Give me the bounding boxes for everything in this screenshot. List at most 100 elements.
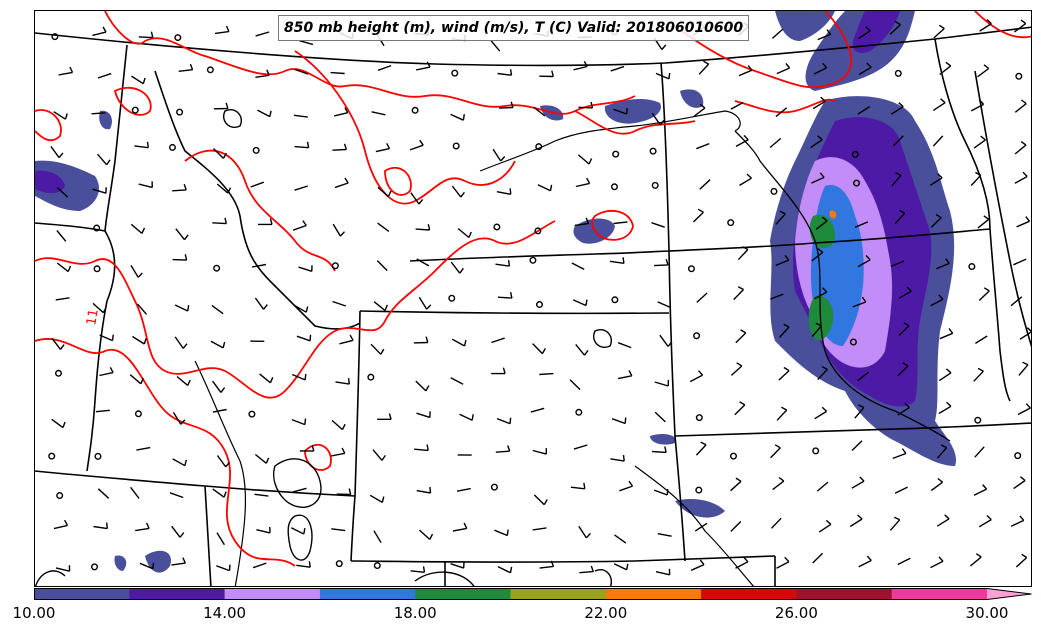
calm-wind-marker	[331, 262, 339, 270]
wind-barb	[459, 413, 474, 421]
wind-barb	[330, 71, 345, 75]
wind-barb	[251, 263, 267, 268]
wind-barb	[930, 213, 942, 228]
wind-barb	[497, 565, 513, 574]
wind-barb	[97, 72, 112, 79]
wind-barb	[93, 522, 108, 530]
wind-barb	[539, 372, 554, 376]
border-mn-ia	[989, 228, 1011, 402]
calm-wind-marker	[335, 560, 343, 568]
wind-barb	[174, 304, 190, 312]
colorbar-tick-label: 30.00	[965, 604, 1009, 622]
wind-barb	[610, 455, 625, 462]
wind-barb	[578, 525, 591, 539]
wind-barb	[532, 343, 547, 355]
wind-barb	[134, 141, 149, 149]
colorbar-segment	[605, 588, 702, 600]
wind-barb	[53, 111, 68, 120]
river-sw	[194, 360, 247, 586]
colorbar-segment	[319, 588, 416, 600]
wind-barb	[699, 179, 711, 190]
wind-barb	[776, 556, 790, 569]
wind-barb	[292, 487, 307, 493]
wind-barb	[817, 365, 828, 381]
wind-barb	[653, 489, 669, 496]
map-canvas: 11	[35, 11, 1031, 586]
wind-barb	[770, 517, 782, 529]
temperature-contours	[35, 11, 1031, 567]
state-boundaries	[35, 26, 1031, 586]
calm-wind-markers	[48, 28, 1023, 571]
wind-barb	[894, 209, 906, 224]
wind-barb	[852, 296, 867, 308]
wind-barb	[335, 378, 350, 385]
wind-barb	[610, 65, 625, 72]
wind-barb	[496, 188, 512, 195]
wind-barb	[212, 380, 226, 393]
wind-barb	[99, 366, 114, 377]
wind-barb	[330, 447, 346, 457]
wind-barb	[255, 31, 270, 37]
wind-barb	[812, 96, 826, 110]
wind-barb	[216, 455, 230, 468]
calm-wind-marker	[1014, 452, 1022, 460]
wind-barb	[370, 343, 385, 355]
calm-wind-marker	[452, 142, 460, 150]
wind-barb	[178, 63, 194, 72]
wind-barb	[857, 371, 870, 382]
calm-wind-marker	[968, 263, 976, 271]
colorbar-segment	[987, 588, 1032, 600]
calm-wind-marker	[575, 408, 583, 416]
wind-barb	[254, 453, 270, 464]
wind-barb	[898, 286, 912, 299]
wind-barb	[611, 417, 627, 425]
wind-barb	[572, 299, 588, 307]
wind-barb	[496, 417, 512, 425]
wind-barb	[574, 217, 590, 227]
wind-barb	[259, 373, 274, 384]
calm-wind-marker	[168, 143, 176, 151]
colorbar-segment	[129, 588, 226, 600]
wind-barb	[811, 172, 825, 184]
wind-barb	[298, 265, 313, 272]
wind-barb	[214, 25, 230, 35]
wind-barb	[978, 287, 990, 302]
wind-barb	[131, 75, 146, 85]
colorbar-tick-label: 18.00	[393, 604, 437, 622]
calm-wind-marker	[612, 150, 620, 158]
wind-barb	[1014, 141, 1027, 155]
wind-barb	[778, 366, 790, 381]
wind-barb	[92, 187, 107, 194]
wind-barb	[696, 142, 710, 150]
wind-barb	[689, 370, 704, 383]
calm-wind-marker	[695, 486, 703, 494]
wind-barb	[570, 482, 586, 490]
wind-barb	[176, 375, 191, 386]
wind-barb	[138, 181, 153, 189]
wind-barb	[936, 444, 948, 459]
wind-barb	[814, 406, 828, 420]
calm-wind-marker	[54, 369, 62, 377]
wind-barb	[858, 555, 872, 568]
wind-barb	[92, 302, 107, 314]
shade-sw	[145, 550, 171, 573]
wind-barb	[539, 70, 554, 78]
calm-wind-marker	[411, 106, 419, 114]
wind-barb	[939, 328, 954, 340]
shade-band-east-5	[809, 214, 835, 248]
wind-barb	[97, 488, 110, 499]
calm-wind-marker	[134, 410, 142, 418]
wind-barb	[970, 99, 985, 112]
wind-barb	[939, 61, 952, 76]
wind-barb	[775, 107, 788, 118]
wind-barb	[770, 293, 784, 300]
wind-barb	[135, 522, 150, 532]
wind-barb	[858, 62, 872, 76]
border-ks-north	[350, 555, 776, 563]
wind-barb	[332, 300, 347, 307]
wind-barb	[975, 335, 988, 344]
wind-barb	[332, 143, 348, 151]
wind-barb	[255, 69, 270, 78]
calm-wind-marker	[727, 219, 735, 227]
wind-barb	[779, 323, 790, 338]
